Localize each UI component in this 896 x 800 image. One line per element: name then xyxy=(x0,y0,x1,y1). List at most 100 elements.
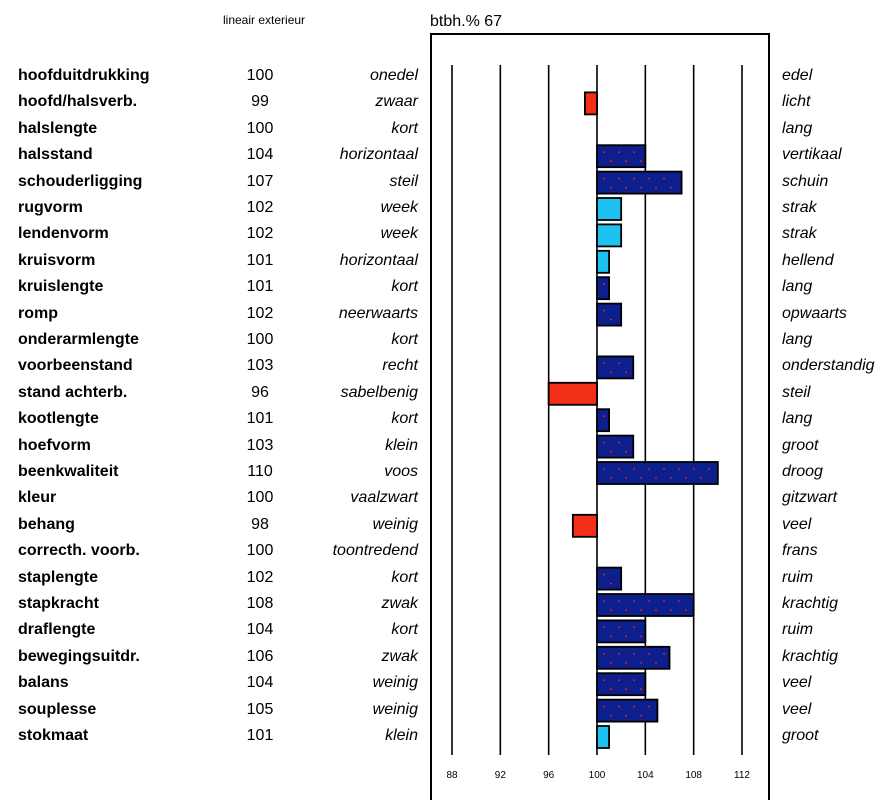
x-tick-label: 112 xyxy=(734,770,750,781)
right-pole-label: lang xyxy=(782,119,813,137)
trait-name: romp xyxy=(18,304,58,322)
bar-dot xyxy=(670,186,672,189)
bar-dot xyxy=(640,186,642,189)
bar-dot xyxy=(640,635,642,638)
bar-dot xyxy=(561,397,564,400)
trait-name: kootlengte xyxy=(18,410,99,428)
right-pole-label: steil xyxy=(782,383,811,401)
bar-dot xyxy=(640,714,642,717)
bar xyxy=(596,725,610,749)
trait-name: halslengte xyxy=(18,119,98,137)
left-pole-label: weinig xyxy=(372,674,418,692)
left-pole-label: kort xyxy=(391,331,418,348)
left-pole-label: weinig xyxy=(372,700,418,718)
bar-dot xyxy=(610,318,612,321)
right-pole-label: frans xyxy=(782,542,818,560)
trait-name: hoefvorm xyxy=(18,436,91,454)
right-pole-label: groot xyxy=(782,436,819,454)
trait-name: staplengte xyxy=(18,568,99,586)
bar-dot xyxy=(625,186,627,189)
x-tick-label: 92 xyxy=(495,770,507,781)
left-pole-label: kort xyxy=(391,410,418,428)
bar-dot xyxy=(603,652,605,655)
bar-dot xyxy=(585,529,588,532)
bar-dot xyxy=(670,477,672,479)
bar-dot xyxy=(618,362,620,365)
x-tick-label: 88 xyxy=(446,770,458,781)
bar xyxy=(596,619,647,644)
bar-dot xyxy=(625,661,627,664)
trait-name: stapkracht xyxy=(18,595,99,612)
right-pole-label: ruim xyxy=(782,621,814,639)
bar-dot xyxy=(700,477,702,479)
bar-dot xyxy=(603,468,605,470)
right-pole-label: opwaarts xyxy=(782,304,847,322)
bar-dot xyxy=(633,177,635,180)
bar-dot xyxy=(648,177,650,180)
bar-dot xyxy=(640,688,642,691)
trait-name: kruislengte xyxy=(18,278,104,296)
left-pole-label: kort xyxy=(391,278,418,296)
bar-dot xyxy=(685,477,687,479)
right-pole-label: gitzwart xyxy=(782,489,838,507)
trait-name: halsstand xyxy=(18,146,93,164)
bar-dot xyxy=(625,609,627,611)
bar-dot xyxy=(610,714,612,717)
trait-value: 106 xyxy=(246,647,274,665)
trait-name: hoofduitdrukking xyxy=(18,67,150,84)
bar-dot xyxy=(603,177,605,180)
bar-dot xyxy=(576,397,579,400)
right-pole-label: strak xyxy=(782,199,817,216)
bar-dot xyxy=(610,450,612,453)
trait-name: beenkwaliteit xyxy=(18,463,119,480)
bar-dot xyxy=(610,609,612,611)
bar-dot xyxy=(693,468,695,470)
bar xyxy=(596,170,683,195)
right-pole-label: lang xyxy=(782,278,813,296)
bar-dot xyxy=(633,468,635,470)
bar-dot xyxy=(603,441,605,444)
x-tick-label: 100 xyxy=(589,770,606,781)
bar-dot xyxy=(610,582,612,585)
trait-value: 103 xyxy=(246,357,274,375)
left-pole-label: steil xyxy=(389,172,418,190)
bar xyxy=(596,408,610,433)
left-pole-label: week xyxy=(380,199,418,216)
left-pole-label: zwaar xyxy=(375,93,418,111)
left-pole-label: kort xyxy=(391,621,418,639)
bar-dot xyxy=(603,283,605,286)
bar-dot xyxy=(591,397,594,400)
bar-dot xyxy=(655,477,657,479)
left-pole-label: weinig xyxy=(372,515,418,533)
bar-dot xyxy=(663,468,665,470)
x-tick-label: 104 xyxy=(637,770,654,781)
bar-dot xyxy=(625,688,627,691)
bar-dot xyxy=(648,652,650,655)
bar xyxy=(596,434,635,459)
bar xyxy=(596,276,610,301)
btbh-label: btbh.% 67 xyxy=(430,13,503,30)
bar xyxy=(596,302,623,327)
left-pole-label: kort xyxy=(391,119,418,137)
bar-dot xyxy=(603,415,605,418)
bar-dot xyxy=(610,186,612,189)
trait-name: lendenvorm xyxy=(18,225,109,243)
bar-dot xyxy=(569,388,572,391)
trait-value: 101 xyxy=(246,410,274,428)
bar-dot xyxy=(618,600,620,602)
left-pole-label: zwak xyxy=(381,647,418,665)
bar-dot xyxy=(708,468,710,470)
bar-dot xyxy=(618,177,620,180)
bar-dot xyxy=(610,661,612,664)
bar-dot xyxy=(640,661,642,664)
trait-name: souplesse xyxy=(18,700,97,718)
left-pole-label: horizontaal xyxy=(339,146,418,164)
trait-name: kleur xyxy=(18,489,57,507)
bar xyxy=(596,144,647,169)
bar-dot xyxy=(618,626,620,629)
trait-value: 96 xyxy=(251,383,269,401)
right-pole-label: schuin xyxy=(782,172,829,190)
bar-dot xyxy=(603,600,605,602)
left-pole-label: vaalzwart xyxy=(350,489,418,507)
chart-subtitle: lineair exterieur xyxy=(223,13,306,27)
